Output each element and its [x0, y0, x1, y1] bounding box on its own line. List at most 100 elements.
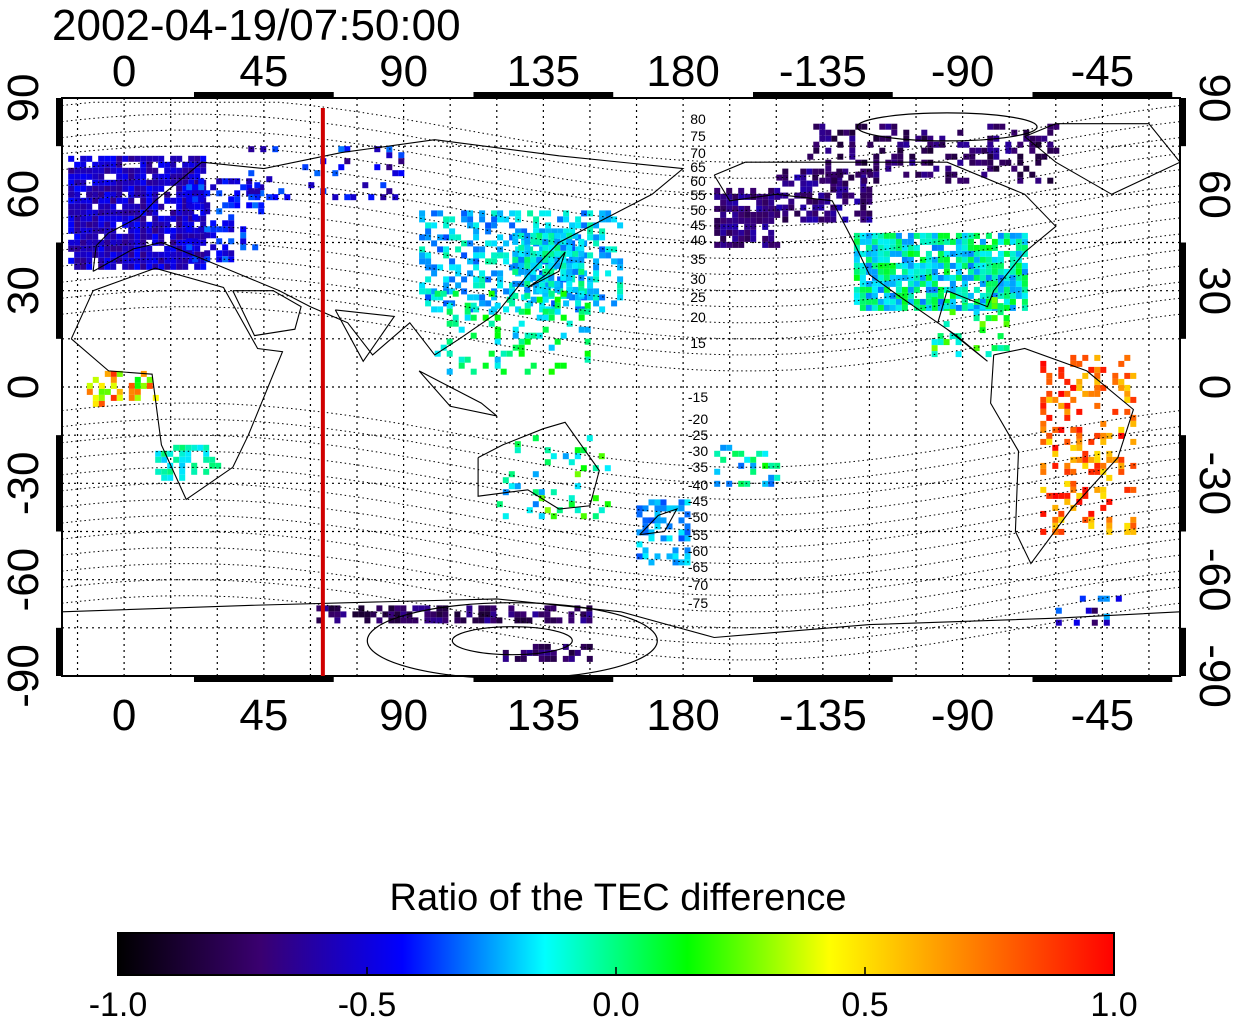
tec-cell — [919, 238, 926, 245]
tec-cell — [431, 222, 438, 229]
contour-line — [61, 274, 1181, 340]
tec-cell — [182, 197, 189, 204]
tec-cell — [889, 274, 896, 281]
tec-cell — [98, 179, 105, 186]
tec-cell — [92, 215, 99, 222]
contour-line — [61, 579, 1181, 645]
tec-cell — [98, 388, 105, 395]
tec-cell — [128, 221, 135, 228]
tec-cell — [442, 617, 449, 624]
tec-cell — [520, 617, 527, 624]
tec-cell — [551, 300, 558, 307]
tec-cell — [979, 238, 986, 245]
tec-cell — [560, 256, 567, 263]
tec-cell — [578, 308, 585, 315]
tec-cell — [913, 280, 920, 287]
tec-cell — [497, 270, 504, 277]
tec-cell — [987, 147, 994, 154]
tec-cell — [1015, 262, 1022, 269]
tec-cell — [152, 251, 159, 258]
tec-cell — [140, 245, 147, 252]
tec-cell — [508, 605, 515, 612]
tec-cell — [859, 298, 866, 305]
tec-cell — [937, 262, 944, 269]
tec-cell — [464, 314, 471, 321]
tec-cell — [853, 256, 860, 263]
tec-cell — [194, 203, 201, 210]
tec-cell — [554, 244, 561, 251]
tec-cell — [726, 241, 733, 248]
tec-cell — [176, 227, 183, 234]
axis-bar-left — [56, 242, 62, 339]
tec-cell — [104, 257, 111, 264]
tec-cell — [901, 262, 908, 269]
tec-cell — [568, 649, 575, 656]
tec-cell — [1040, 408, 1047, 415]
tec-cell — [152, 227, 159, 234]
tec-cell — [738, 235, 745, 242]
tec-cell — [200, 239, 207, 246]
tec-cell — [987, 159, 994, 166]
tec-cell — [726, 444, 733, 451]
tec-cell — [80, 251, 87, 258]
tec-cell — [140, 239, 147, 246]
tec-cell — [973, 268, 980, 275]
tec-cell — [538, 513, 545, 520]
tec-cell — [931, 274, 938, 281]
tec-cell — [569, 222, 576, 229]
tec-cell — [1094, 378, 1101, 385]
colorbar: Ratio of the TEC difference -1.0 -0.5 0.0 0… — [89, 877, 1138, 1024]
tec-cell — [550, 649, 557, 656]
tec-cell — [500, 368, 507, 375]
tec-cell — [164, 245, 171, 252]
tec-cell — [509, 282, 516, 289]
tec-cell — [985, 274, 992, 281]
tec-cell — [563, 210, 570, 217]
tec-cell — [684, 547, 691, 554]
tec-cell — [726, 205, 733, 212]
tec-cell — [545, 264, 552, 271]
tec-cell — [524, 256, 531, 263]
tec-cell — [452, 290, 459, 297]
tec-cell — [860, 192, 867, 199]
tec-cell — [866, 198, 873, 205]
tec-cell — [170, 227, 177, 234]
tec-cell — [636, 541, 643, 548]
tec-cell — [358, 605, 365, 612]
tec-cell — [252, 244, 259, 251]
tec-cell — [867, 141, 874, 148]
tec-cell — [68, 239, 75, 246]
tec-cell — [750, 229, 757, 236]
tec-cell — [943, 274, 950, 281]
tec-cell — [1003, 315, 1010, 322]
tec-cell — [955, 333, 962, 340]
tec-cell — [246, 184, 253, 191]
tec-cell — [901, 292, 908, 299]
map-axes: 0045459090135135180180-135-135-90-90-45-… — [0, 47, 1239, 740]
tec-cell — [873, 153, 880, 160]
tec-cell — [140, 173, 147, 180]
tec-cell — [461, 240, 468, 247]
tec-cell — [1055, 607, 1062, 614]
tec-cell — [684, 553, 691, 560]
tec-cell — [473, 276, 480, 283]
tec-cell — [140, 382, 147, 389]
tec-cell — [434, 350, 441, 357]
tec-cell — [412, 617, 419, 624]
tec-cell — [593, 264, 600, 271]
tec-cell — [551, 228, 558, 235]
tec-cell — [508, 611, 515, 618]
tec-cell — [170, 167, 177, 174]
tec-cell — [488, 350, 495, 357]
tec-cell — [572, 232, 579, 239]
tec-cell — [957, 141, 964, 148]
tec-cell — [98, 239, 105, 246]
tec-cell — [836, 204, 843, 211]
tec-cell — [539, 228, 546, 235]
tec-cell — [967, 303, 974, 310]
tec-cell — [431, 264, 438, 271]
axis-bar-right — [1180, 98, 1186, 147]
tec-cell — [1088, 522, 1095, 529]
tec-cell — [1052, 528, 1059, 535]
colorbar-tick-label: 0.0 — [592, 986, 639, 1024]
